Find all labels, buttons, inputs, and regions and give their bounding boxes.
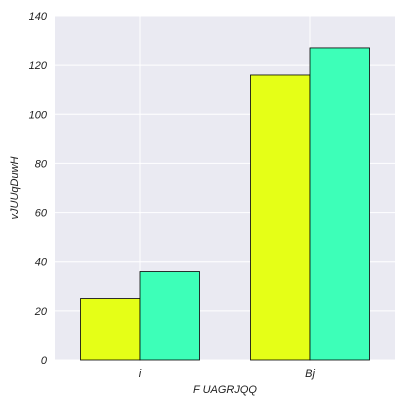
bar <box>139 271 200 361</box>
bars <box>80 47 370 361</box>
y-tick-label: 20 <box>34 306 48 318</box>
y-tick-label: 80 <box>35 158 48 170</box>
x-tick-labels: i Bj <box>139 368 316 380</box>
y-tick-label: 100 <box>29 109 48 121</box>
y-tick-label: 40 <box>35 257 48 269</box>
x-axis-label: F UAGRJQQ <box>193 384 257 396</box>
y-tick-labels: 0 20 40 60 80 100 120 140 <box>29 11 48 367</box>
y-tick-label: 140 <box>29 11 48 23</box>
y-axis-label: vJUUqDuwH <box>9 156 21 219</box>
bar <box>80 298 141 361</box>
x-tick-label: Bj <box>305 368 315 380</box>
y-tick-label: 120 <box>29 60 48 72</box>
y-tick-label: 60 <box>35 208 48 220</box>
bar <box>309 47 370 361</box>
y-tick-label: 0 <box>41 355 48 367</box>
x-tick-label: i <box>139 368 142 380</box>
bar <box>250 74 311 361</box>
